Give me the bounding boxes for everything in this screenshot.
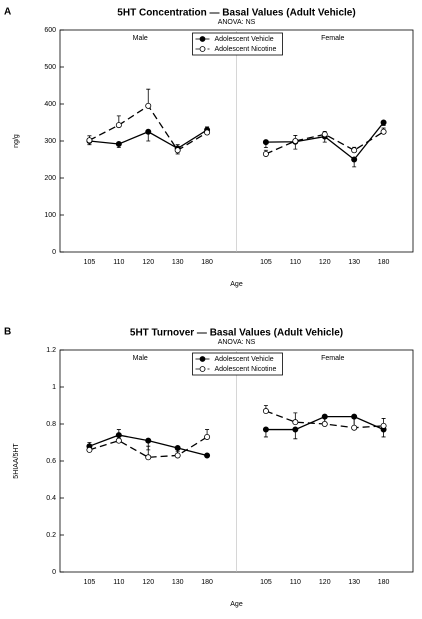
data-point [145,437,152,444]
y-tick-label: 1.2 [46,347,56,354]
legend-label: Adolescent Nicotine [215,46,277,53]
x-tick-label: 110 [290,259,301,266]
group-label: Male [133,35,148,42]
data-point [292,419,299,426]
y-axis-label: 5HIAA/5HT [13,443,20,479]
legend-box [192,32,283,56]
chart-title: 5HT Turnover — Basal Values (Adult Vehic… [130,328,343,339]
group-label: Male [133,355,148,362]
data-point [351,156,358,163]
data-point [351,147,358,154]
group-label: Female [321,355,344,362]
group-label: Female [321,35,344,42]
y-tick-label: 0 [52,249,56,256]
x-tick-label: 120 [142,259,154,266]
x-tick-label: 105 [84,259,96,266]
panel-label: B [4,327,11,338]
data-point [115,437,122,444]
x-tick-label: 110 [113,259,124,266]
x-tick-label: 105 [84,579,96,586]
data-point [321,420,328,427]
data-point [204,452,211,459]
legend-label: Adolescent Vehicle [215,356,274,363]
data-point [204,129,211,136]
x-tick-label: 105 [260,579,272,586]
x-tick-label: 180 [378,259,390,266]
data-point [174,445,181,452]
data-point [321,131,328,138]
y-tick-label: 0.2 [46,532,56,539]
chart-subtitle: ANOVA: NS [218,19,256,26]
chart-subtitle: ANOVA: NS [218,339,256,346]
x-tick-label: 110 [113,579,124,586]
y-tick-label: 500 [44,64,56,71]
y-tick-label: 600 [44,27,56,34]
y-tick-label: 0.6 [46,458,56,465]
x-tick-label: 120 [142,579,154,586]
legend-label: Adolescent Nicotine [215,366,277,373]
y-tick-label: 1 [52,384,56,391]
x-tick-label: 130 [172,579,184,586]
data-point [86,137,93,144]
x-tick-label: 105 [260,259,272,266]
x-tick-label: 180 [201,579,213,586]
data-point [174,452,181,459]
x-tick-label: 110 [290,579,301,586]
data-point [262,408,269,415]
data-point [262,139,269,146]
y-tick-label: 0 [52,569,56,576]
x-tick-label: 180 [201,259,213,266]
data-point [380,128,387,135]
data-point [204,433,211,440]
data-point [380,119,387,126]
data-point [145,102,152,109]
x-tick-label: 120 [319,259,331,266]
x-tick-label: 180 [378,579,390,586]
data-point [262,150,269,157]
data-point [380,422,387,429]
x-tick-label: 130 [348,579,360,586]
data-point [174,147,181,154]
legend-marker [199,366,206,372]
legend-marker [199,46,206,52]
x-axis-label: Age [230,601,243,608]
x-axis-label: Age [230,281,243,288]
y-tick-label: 100 [44,212,56,219]
legend-box [192,352,283,376]
x-tick-label: 130 [172,259,184,266]
data-point [292,426,299,433]
y-tick-label: 200 [44,175,56,182]
y-tick-label: 400 [44,101,56,108]
data-point [292,137,299,144]
panel-label: A [4,7,11,18]
data-point [115,140,122,147]
chart-title: 5HT Concentration — Basal Values (Adult … [117,8,355,19]
data-point [115,122,122,129]
data-point [145,128,152,135]
x-tick-label: 130 [348,259,360,266]
y-tick-label: 300 [44,138,56,145]
x-tick-label: 120 [319,579,331,586]
data-point [351,424,358,431]
data-point [145,454,152,461]
legend-label: Adolescent Vehicle [215,36,274,43]
data-point [86,446,93,453]
y-tick-label: 0.8 [46,421,56,428]
y-axis-label: ng/g [13,134,20,148]
legend-marker [199,356,206,362]
legend-marker [199,36,206,42]
data-point [262,426,269,433]
y-tick-label: 0.4 [46,495,56,502]
